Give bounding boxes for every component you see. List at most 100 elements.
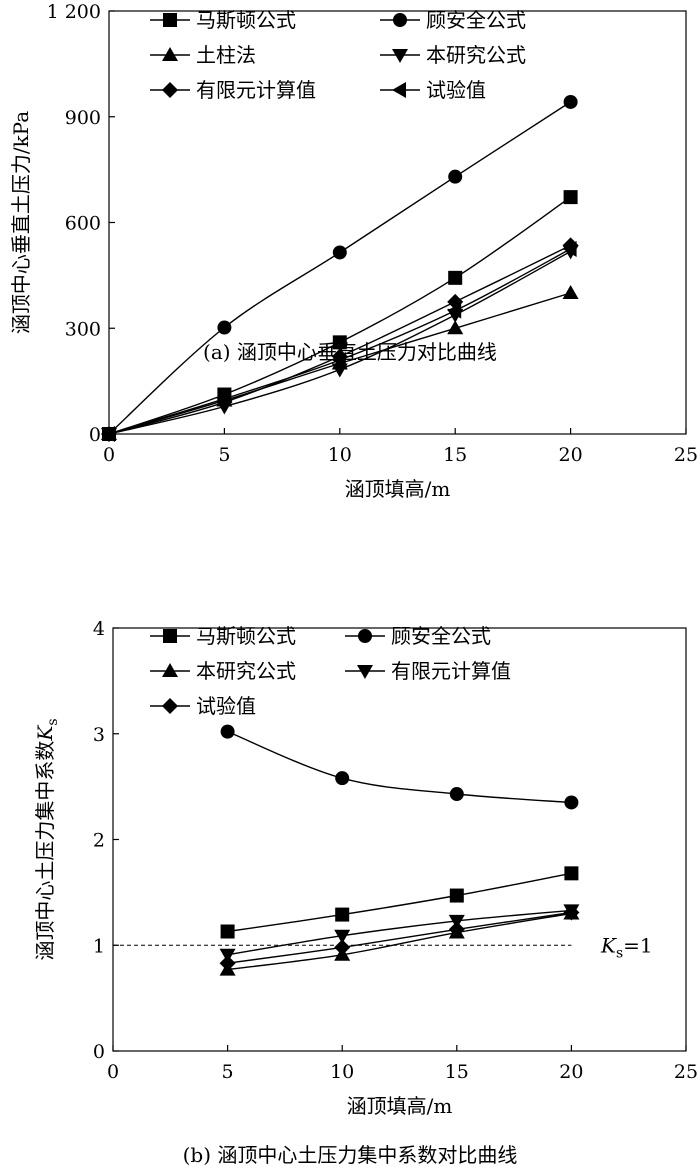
legend-marker [162,663,178,677]
data-point [448,169,463,184]
data-point [217,320,232,335]
y-tick-label: 3 [93,724,105,746]
legend-item-4: 本研究公式 [380,43,526,67]
legend-item-3: 本研究公式 [150,659,296,683]
x-axis-label: 涵顶填高/m [347,1094,453,1118]
series-6 [101,240,577,442]
x-tick-label: 0 [107,1061,119,1083]
series-line [227,730,572,804]
legend-label: 马斯顿公式 [196,8,296,32]
legend-marker [163,13,177,27]
legend-label: 本研究公式 [426,43,526,67]
series-line [227,872,572,933]
x-tick-label: 15 [443,444,467,466]
y-axis-label-text: 涵顶中心土压力集中系数 [33,741,57,961]
reference-label-rest: =1 [623,933,652,957]
x-tick-label: 5 [218,444,230,466]
legend-label: 本研究公式 [196,659,296,683]
y-axis-label-subscript: s [45,718,61,725]
x-tick-label: 25 [674,1061,698,1083]
data-point [563,94,578,109]
legend-label: 土柱法 [196,43,256,67]
data-point [335,907,350,922]
series-2 [102,94,578,441]
legend-label: 有限元计算值 [391,659,511,683]
data-point [331,351,346,368]
reference-label-symbol: K [600,933,617,957]
data-point [449,787,464,802]
chart-caption: (b) 涵顶中心土压力集中系数对比曲线 [183,1143,518,1167]
series-5 [219,904,580,972]
x-tick-label: 10 [330,1061,354,1083]
data-point [216,390,231,407]
series-4 [219,904,580,963]
legend-marker [393,13,407,27]
data-point [101,426,115,442]
legend-label: 顾安全公式 [391,624,491,648]
data-point [563,190,578,205]
x-tick-label: 5 [222,1061,234,1083]
legend-item-2: 顾安全公式 [345,624,491,648]
y-axis-label: 涵顶中心垂直土压力/kPa [9,111,33,334]
series-1 [102,190,578,441]
data-point [447,320,464,335]
x-tick-label: 20 [559,444,583,466]
legend-item-5: 有限元计算值 [150,78,316,102]
legend-item-1: 马斯顿公式 [150,624,296,648]
chart-caption: (a) 涵顶中心垂直土压力对比曲线 [203,340,497,364]
legend-item-2: 顾安全公式 [380,8,526,32]
data-point [219,955,236,972]
data-point [449,888,464,903]
legend-label: 试验值 [196,694,256,718]
data-point [447,302,462,319]
legend-marker [163,629,177,643]
y-tick-label: 600 [65,213,101,235]
reference-label-subscript: s [616,945,623,961]
data-point [564,866,579,881]
y-tick-label: 900 [65,107,101,129]
y-tick-label: 300 [65,318,101,340]
series-line [227,912,572,971]
y-axis-label-symbol: K [33,725,57,742]
y-axis-label: 涵顶中心土压力集中系数Ks [33,718,61,960]
x-tick-label: 25 [674,444,698,466]
legend-marker [357,665,373,679]
legend-label: 试验值 [426,78,486,102]
data-point [220,724,235,739]
x-tick-label: 10 [328,444,352,466]
data-point [448,270,463,285]
data-point [334,929,351,944]
chart-a: 0 5 10 15 20 25 0 300 600 900 1 200 涵顶填高/m 涵顶中心垂直土压力… [9,1,698,501]
data-point [563,904,580,921]
data-point [334,939,351,956]
data-point [448,921,465,938]
series-line [108,196,572,435]
series-1 [220,866,579,939]
y-axis-label-text: 涵顶中心垂直土压力/kPa [9,111,33,334]
data-point [332,245,347,260]
legend-marker [392,49,408,63]
legend-item-1: 马斯顿公式 [150,8,296,32]
data-point [331,363,348,378]
legend-item-5: 试验值 [150,694,256,718]
legend-marker [392,82,406,98]
y-tick-label: 4 [93,618,105,640]
data-point [564,795,579,810]
chart-b: 0 5 10 15 20 2501234涵顶填高/m涵顶中心土压力集中系数KsKs=1马斯… [33,618,698,1167]
legend-marker [358,629,372,643]
data-point [335,771,350,786]
y-tick-label: 2 [93,830,105,852]
legend-item-3: 土柱法 [150,43,256,67]
x-tick-label: 15 [445,1061,469,1083]
data-point [220,924,235,939]
data-point [332,335,347,350]
data-point [562,285,579,299]
series-line [108,101,571,435]
series-3 [219,905,580,976]
data-point [562,240,577,257]
legend-label: 有限元计算值 [196,78,316,102]
plot-frame [112,627,687,1052]
y-tick-label: 1 200 [47,1,101,23]
legend-label: 马斯顿公式 [196,624,296,648]
